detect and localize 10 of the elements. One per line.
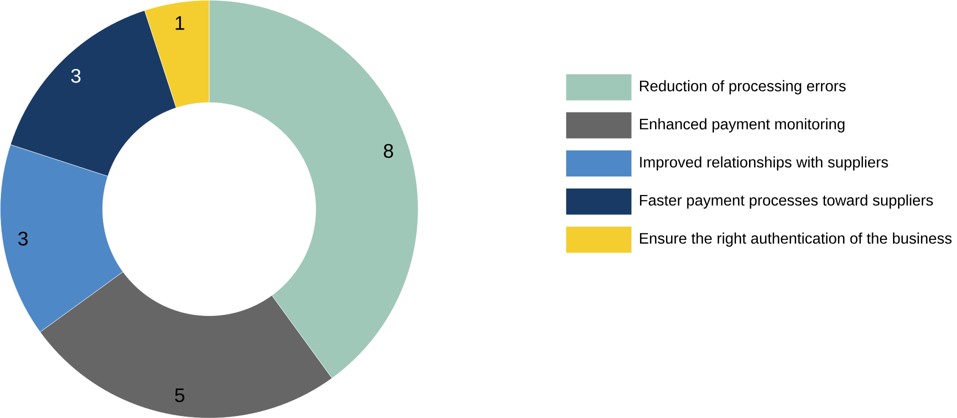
legend-label: Enhanced payment monitoring: [640, 118, 844, 132]
legend-label: Ensure the right authentication of the business: [640, 232, 952, 247]
legend-label: Faster payment processes toward suppliers: [640, 194, 933, 208]
legend-label: Improved relationships with suppliers: [640, 156, 888, 170]
legend-label: Reduction of processing errors: [640, 80, 846, 94]
data-label: 5: [175, 388, 184, 402]
data-label: 3: [18, 232, 28, 246]
data-label: 3: [71, 68, 80, 83]
data-label: 8: [384, 144, 394, 158]
data-label: 1: [176, 16, 184, 30]
